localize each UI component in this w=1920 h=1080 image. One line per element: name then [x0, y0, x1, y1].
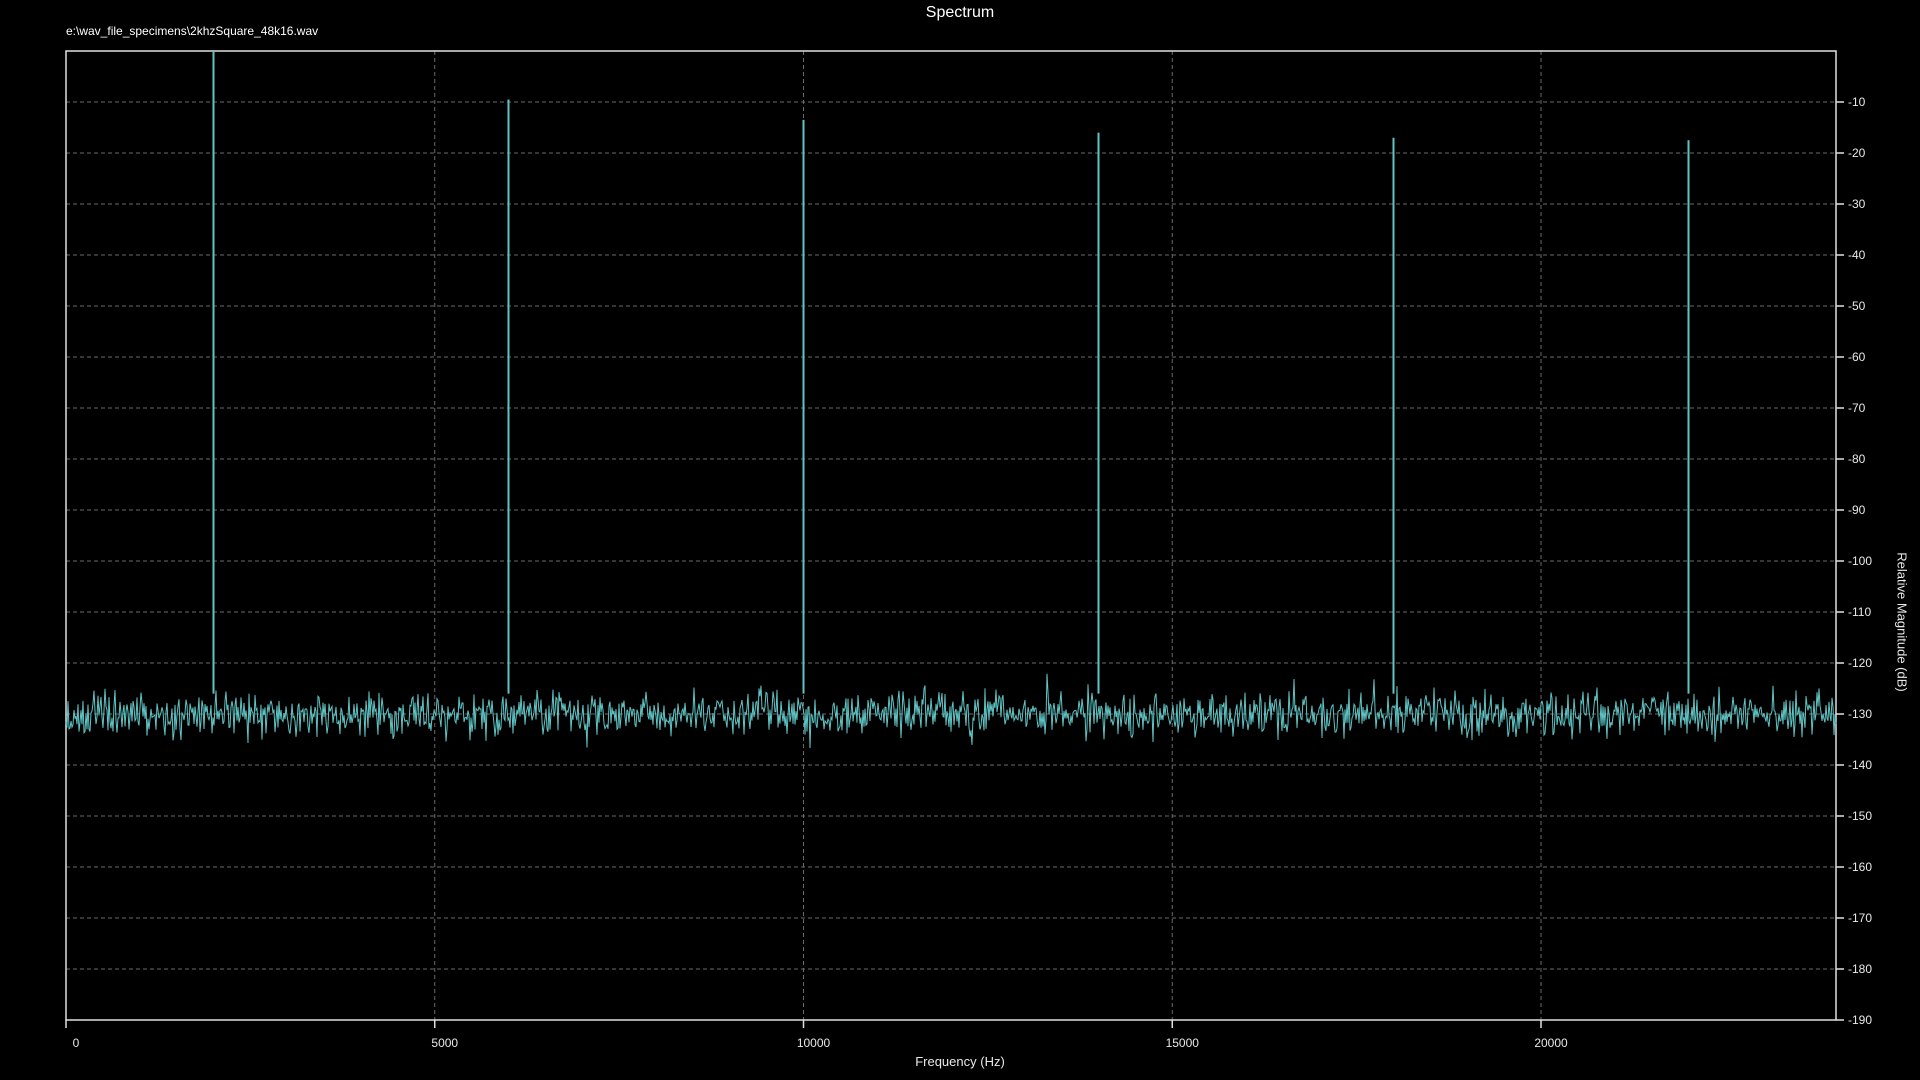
y-tick-label: -110: [1848, 605, 1871, 619]
y-tick-label: -90: [1848, 503, 1866, 517]
ticks: 0 5000 10000 15000 20000 -10 -20 -30 -40 -50 -60 -7…: [65, 95, 1872, 1050]
x-tick-label: 15000: [1166, 1036, 1200, 1050]
y-tick-label: -140: [1848, 758, 1872, 772]
y-tick-label: -60: [1848, 350, 1866, 364]
y-tick-label: -170: [1848, 911, 1872, 925]
y-axis-label: Relative Magnitude (dB): [1894, 552, 1910, 692]
y-tick-label: -20: [1848, 146, 1866, 160]
y-tick-label: -120: [1848, 656, 1872, 670]
grid: [66, 51, 1836, 1020]
x-tick-label: 5000: [431, 1036, 458, 1050]
x-tick-label: 20000: [1534, 1036, 1568, 1050]
y-tick-label: -40: [1848, 248, 1866, 262]
y-tick-label: -50: [1848, 299, 1866, 313]
y-tick-label: -10: [1848, 95, 1866, 109]
y-tick-label: -30: [1848, 197, 1866, 211]
chart-title: Spectrum: [925, 4, 995, 21]
y-tick-label: -190: [1848, 1013, 1872, 1027]
x-tick-label: 0: [73, 1036, 80, 1050]
chart-subtitle: e:\wav_file_specimens\2khzSquare_48k16.w…: [66, 24, 319, 38]
series: [65, 51, 1837, 749]
x-axis-label: Frequency (Hz): [915, 1054, 1005, 1069]
plot-frame: [65, 50, 1837, 1021]
y-tick-label: -150: [1848, 809, 1872, 823]
y-tick-label: -180: [1848, 962, 1872, 976]
y-tick-label: -80: [1848, 452, 1866, 466]
y-tick-label: -160: [1848, 860, 1872, 874]
x-tick-label: 10000: [797, 1036, 831, 1050]
y-tick-label: -100: [1848, 554, 1872, 568]
noise-floor-line: [65, 673, 1837, 749]
y-tick-label: -70: [1848, 401, 1866, 415]
y-tick-label: -130: [1848, 707, 1872, 721]
